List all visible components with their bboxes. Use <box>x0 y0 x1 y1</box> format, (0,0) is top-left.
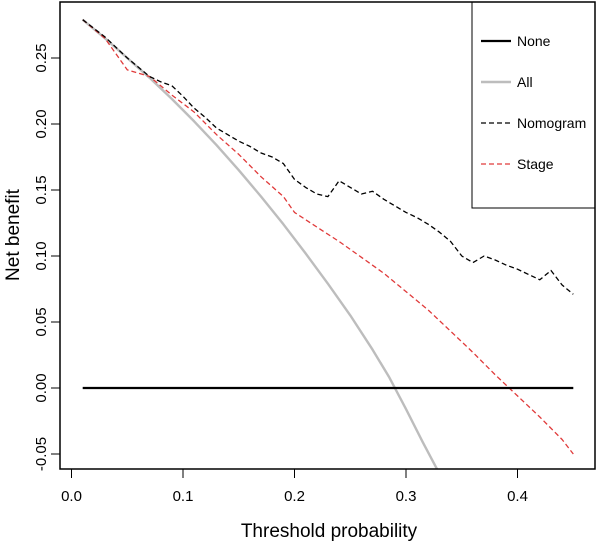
plot-frame <box>59 1 596 470</box>
y-tick-label: 0.05 <box>33 307 50 336</box>
legend-box <box>471 1 596 209</box>
plot-area <box>81 18 574 469</box>
x-axis-ticks: 0.0 0.1 0.2 0.3 0.4 <box>61 469 528 505</box>
x-tick-label: 0.1 <box>173 488 194 505</box>
x-tick-label: 0.3 <box>396 488 417 505</box>
legend-label-stage: Stage <box>517 156 554 172</box>
y-axis-title: Net benefit <box>3 188 24 281</box>
legend-label-all: All <box>517 74 533 90</box>
legend-label-nomogram: Nomogram <box>517 115 586 131</box>
y-tick-label: 0.20 <box>33 109 50 138</box>
x-tick-label: 0.4 <box>507 488 528 505</box>
y-tick-label: 0.25 <box>33 43 50 72</box>
series-line-all <box>81 18 439 469</box>
series-line-nomogram <box>82 19 574 295</box>
x-tick-label: 0.0 <box>61 488 82 505</box>
legend-label-none: None <box>517 33 551 49</box>
series-line-stage <box>82 19 574 455</box>
x-tick-label: 0.2 <box>284 488 305 505</box>
legend: None All Nomogram Stage <box>471 1 596 209</box>
y-tick-label: 0.00 <box>33 373 50 402</box>
y-tick-label: 0.15 <box>33 175 50 204</box>
y-tick-label: -0.05 <box>33 437 50 471</box>
x-axis-title: Threshold probability <box>241 521 418 542</box>
y-axis-ticks: -0.05 0.00 0.05 0.10 0.15 0.20 0.25 <box>33 43 60 471</box>
y-tick-label: 0.10 <box>33 241 50 270</box>
